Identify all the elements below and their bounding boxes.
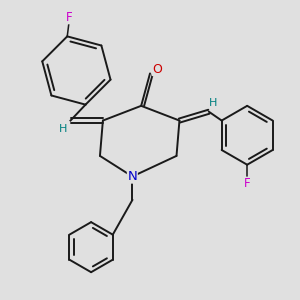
Text: H: H <box>59 124 67 134</box>
Text: H: H <box>209 98 218 108</box>
Text: F: F <box>244 177 250 190</box>
Text: F: F <box>65 11 72 24</box>
Text: N: N <box>128 170 137 183</box>
Text: O: O <box>152 62 162 76</box>
